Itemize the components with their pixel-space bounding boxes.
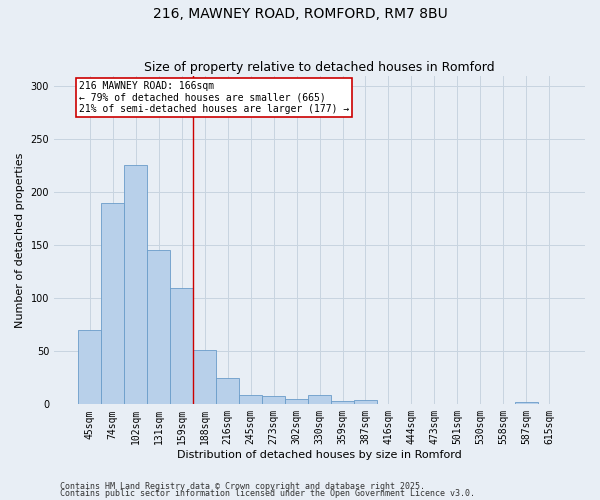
Bar bbox=[101, 203, 124, 404]
Bar bbox=[78, 330, 101, 404]
Bar bbox=[216, 378, 239, 404]
Title: Size of property relative to detached houses in Romford: Size of property relative to detached ho… bbox=[144, 62, 495, 74]
Y-axis label: Number of detached properties: Number of detached properties bbox=[15, 152, 25, 328]
Bar bbox=[515, 402, 538, 404]
Bar bbox=[170, 288, 193, 405]
Bar bbox=[147, 250, 170, 404]
Bar bbox=[262, 396, 285, 404]
Bar bbox=[354, 400, 377, 404]
Bar bbox=[124, 164, 147, 404]
Text: 216 MAWNEY ROAD: 166sqm
← 79% of detached houses are smaller (665)
21% of semi-d: 216 MAWNEY ROAD: 166sqm ← 79% of detache… bbox=[79, 81, 350, 114]
Text: Contains public sector information licensed under the Open Government Licence v3: Contains public sector information licen… bbox=[60, 490, 475, 498]
Bar bbox=[193, 350, 216, 405]
Bar bbox=[331, 401, 354, 404]
Text: Contains HM Land Registry data © Crown copyright and database right 2025.: Contains HM Land Registry data © Crown c… bbox=[60, 482, 425, 491]
X-axis label: Distribution of detached houses by size in Romford: Distribution of detached houses by size … bbox=[177, 450, 462, 460]
Bar bbox=[308, 395, 331, 404]
Bar bbox=[285, 399, 308, 404]
Bar bbox=[239, 395, 262, 404]
Text: 216, MAWNEY ROAD, ROMFORD, RM7 8BU: 216, MAWNEY ROAD, ROMFORD, RM7 8BU bbox=[152, 8, 448, 22]
